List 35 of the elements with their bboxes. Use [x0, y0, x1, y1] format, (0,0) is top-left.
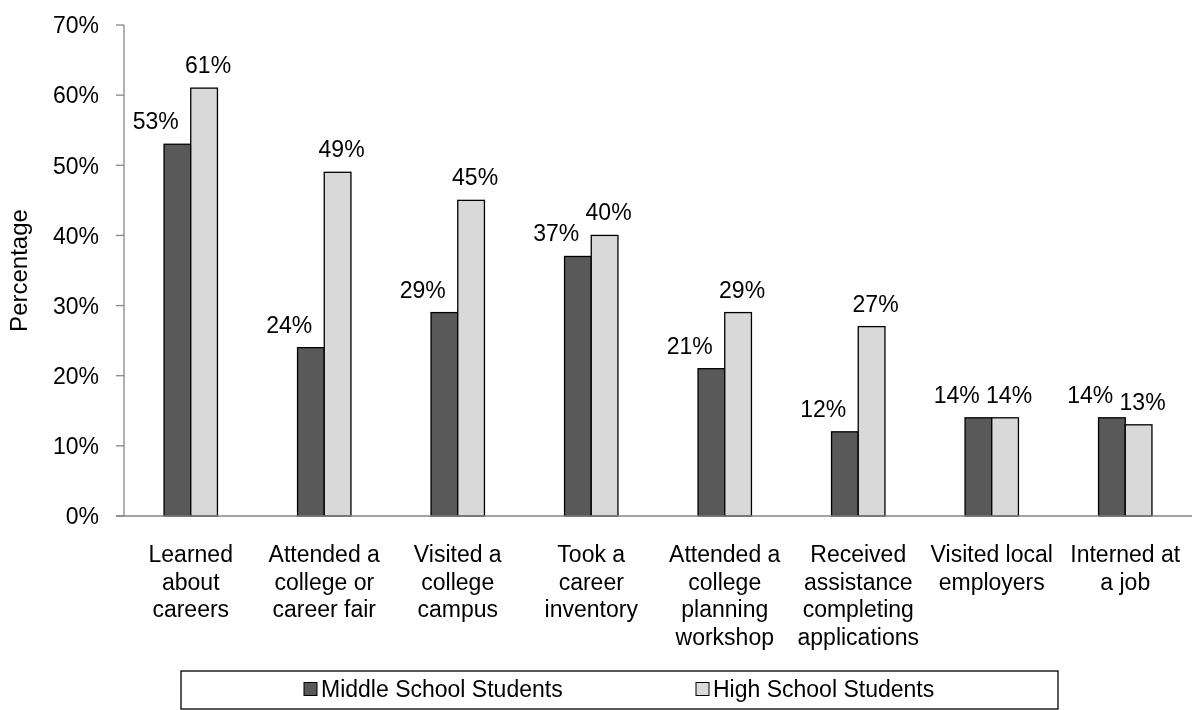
- data-label: 24%: [266, 311, 313, 338]
- data-label: 21%: [666, 332, 713, 359]
- legend-label: Middle School Students: [321, 676, 563, 702]
- y-tick-label: 70%: [52, 12, 99, 39]
- data-label: 37%: [533, 220, 580, 247]
- x-tick-label: Visited a college campus: [413, 541, 502, 622]
- data-label: 14%: [986, 381, 1033, 408]
- y-tick-label: 40%: [52, 222, 99, 249]
- data-label: 14%: [933, 381, 980, 408]
- data-label: 13%: [1119, 388, 1166, 415]
- data-label: 45%: [452, 164, 499, 191]
- x-tick-label: Took a career inventory: [544, 541, 639, 622]
- y-tick-label: 50%: [52, 152, 99, 179]
- data-label: 29%: [719, 276, 766, 303]
- data-label: 27%: [852, 290, 899, 317]
- data-label: 61%: [185, 52, 232, 79]
- y-tick-label: 0%: [65, 503, 99, 530]
- y-axis-title: Percentage: [5, 209, 32, 332]
- x-tick-label: Attended a college or career fair: [268, 541, 381, 622]
- data-label: 14%: [1067, 381, 1114, 408]
- legend-label: High School Students: [713, 676, 935, 702]
- x-tick-label: Interned at a job: [1070, 541, 1181, 595]
- x-tick-label: Received assistance completing applications: [797, 541, 919, 650]
- y-tick-label: 10%: [52, 433, 99, 460]
- y-tick-label: 20%: [52, 362, 99, 389]
- y-tick-label: 30%: [52, 292, 99, 319]
- data-label: 40%: [585, 199, 632, 226]
- y-tick-label: 60%: [52, 82, 99, 109]
- data-label: 29%: [399, 276, 446, 303]
- data-label: 53%: [132, 108, 179, 135]
- data-label: 49%: [318, 136, 365, 163]
- x-tick-label: Learned about careers: [148, 541, 233, 622]
- x-tick-label: Attended a college planning workshop: [669, 541, 781, 650]
- data-label: 12%: [800, 395, 847, 422]
- x-tick-label: Visited local employers: [930, 541, 1053, 595]
